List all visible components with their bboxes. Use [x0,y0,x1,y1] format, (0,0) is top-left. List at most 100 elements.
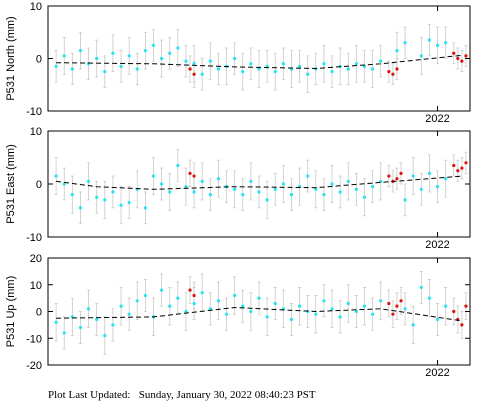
up-recent_points-point [391,312,395,316]
up-ytick-label: -10 [26,333,42,345]
north-points-point [249,62,253,66]
north-points-point [435,43,440,47]
north-points-point [151,43,156,47]
north-points-point [176,46,180,50]
north-points-point [419,54,423,58]
east-recent_points-point [452,163,456,168]
east-recent_points-point [395,177,399,181]
north-points-point [354,62,358,66]
north-points-point [184,59,188,63]
east-points-point [354,187,358,191]
up-points-point [208,307,212,311]
east-recent_points-point [456,169,460,173]
up-recent_points-point [192,293,196,298]
north-recent_points-point [387,70,391,74]
up-points-point [379,299,383,303]
north-points-point [371,67,375,71]
up-points-point [257,296,261,300]
north-points-point [362,64,367,68]
up-points-point [354,309,358,314]
east-points-point [444,177,448,181]
east-points-point [289,193,294,197]
north-points-point [330,70,334,74]
up-points-point [346,301,350,306]
east-trend-line [56,175,462,190]
north-ytick-label: 0 [36,54,42,66]
up-points-point [168,304,172,308]
east-ytick-label: 10 [30,126,42,138]
east-points-point [208,193,212,197]
up-axis-label: P531 Up (mm) [5,276,17,348]
up-points-point [103,333,107,338]
east-points-point [346,179,350,183]
up-points-point [314,312,318,316]
up-points-point [200,291,204,295]
north-points-point [273,70,277,74]
up-points-point [233,293,237,298]
up-xtick-label: 2022 [425,367,449,379]
north-recent_points-point [456,56,460,61]
north-points-point [241,70,245,74]
east-recent_points-point [387,174,391,178]
north-points-point [119,64,123,68]
up-points-point [330,307,334,311]
east-points-point [419,187,423,191]
up-points-point [176,296,180,300]
east-points-point [249,179,253,183]
east-points-point [103,198,107,202]
up-points-point [241,304,245,308]
east-points-point [216,177,221,181]
up-points-point [86,307,91,311]
north-recent_points-point [192,72,196,76]
east-recent_points-point [464,161,468,165]
east-xtick-label: 2022 [425,239,449,251]
up-points-point [224,312,229,316]
east-points-point [54,174,58,178]
up-points-point [78,325,83,330]
up-points-point [184,309,188,314]
up-points-point [216,299,221,303]
up-recent_points-point [399,299,403,303]
north-points-point [200,72,204,76]
east-points-point [427,171,432,175]
east-points-point [184,185,188,189]
up-panel: -20 -10 0 10 20 2022 P531 Up (mm) [5,253,471,379]
up-points-point [411,323,415,327]
east-recent_points-point [192,174,196,178]
up-ytick-label: 0 [36,307,42,319]
up-ytick-label: 20 [30,253,42,265]
east-points-point [78,206,83,210]
east-points-point [86,179,91,183]
north-points-point [192,62,196,66]
east-points-point [241,193,245,197]
north-points-point [444,41,448,45]
east-points-point [411,174,415,178]
north-points-point [379,59,383,63]
up-recent_points-point [452,309,456,314]
north-points-point [160,56,164,61]
up-ytick-label: 10 [30,280,42,292]
north-points-point [322,62,326,66]
east-points-point [330,182,334,186]
east-points-point [151,174,156,178]
north-recent_points-point [464,54,468,58]
east-panel: -10 0 10 2022 P531 East (mm) [5,126,471,251]
east-points-point [233,187,237,191]
north-points-point [70,67,74,71]
north-points-point [208,59,212,63]
up-recent_points-point [460,323,464,327]
up-points-point [127,312,131,316]
up-points-point [273,301,277,306]
north-points-point [78,49,83,53]
east-points-point [371,185,375,189]
east-ytick-label: 0 [36,179,42,191]
up-points-point [54,320,58,324]
north-recent_points-point [395,67,399,71]
north-points-point [135,67,139,71]
east-points-point [143,206,147,210]
north-axis-label: P531 North (mm) [5,16,17,100]
east-points-point [273,187,277,191]
north-points-point [168,51,172,55]
up-recent_points-point [464,304,468,308]
up-points-point [249,309,253,314]
